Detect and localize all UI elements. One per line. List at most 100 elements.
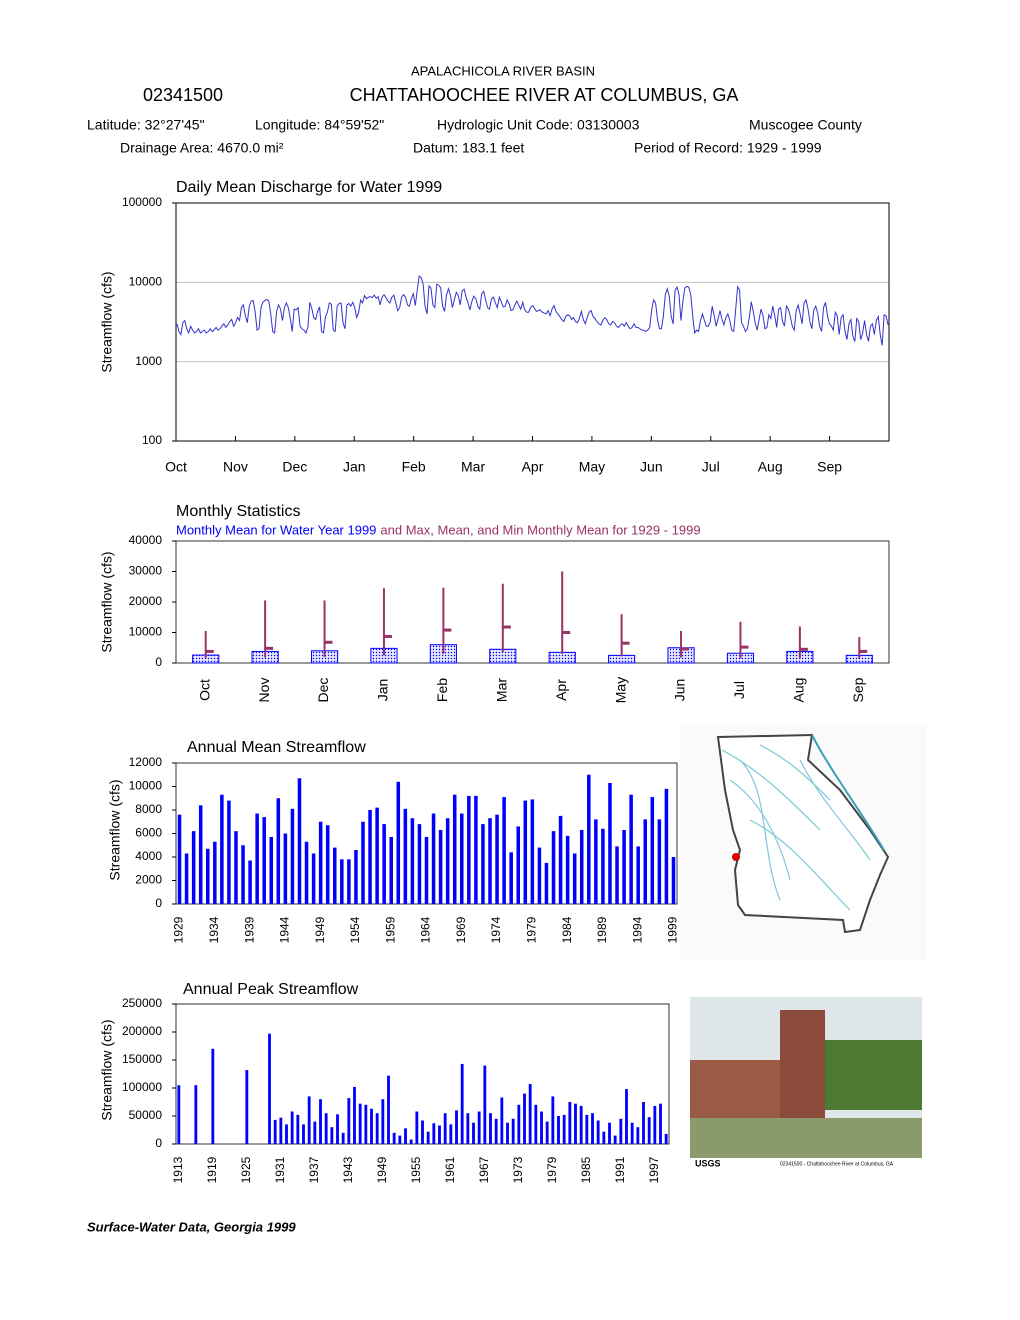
- bar: [213, 841, 217, 904]
- bar: [636, 846, 640, 904]
- bar: [417, 824, 422, 904]
- bar: [353, 1086, 356, 1144]
- x-tick-label: 1943: [341, 1156, 355, 1183]
- bar: [488, 818, 492, 904]
- bar: [565, 835, 570, 904]
- bar: [537, 847, 542, 904]
- x-tick-label: Feb: [402, 459, 426, 475]
- bar: [184, 853, 189, 904]
- bar: [636, 1127, 640, 1144]
- x-tick-label: 1994: [630, 916, 644, 943]
- bar: [629, 794, 633, 904]
- y-axis-label: Streamflow (cfs): [107, 779, 123, 880]
- bar: [426, 1131, 430, 1144]
- bar: [608, 654, 636, 664]
- bar: [333, 847, 337, 904]
- bar: [389, 837, 393, 904]
- y-axis-label: Streamflow (cfs): [99, 1019, 115, 1120]
- station-photo: USGS 02341500 - Chattahoochee River at C…: [690, 997, 922, 1168]
- x-tick-label: 1944: [278, 916, 292, 943]
- bar: [653, 1105, 657, 1144]
- bar: [511, 1118, 515, 1144]
- bar: [517, 1104, 521, 1144]
- x-tick-label: 1937: [307, 1156, 321, 1183]
- bar: [551, 1096, 555, 1144]
- datum: Datum: 183.1 feet: [413, 140, 524, 156]
- bar: [245, 1070, 249, 1144]
- y-tick-label: 0: [155, 896, 162, 910]
- bar: [608, 1122, 611, 1144]
- bar: [472, 1122, 475, 1144]
- bar: [354, 849, 358, 904]
- bar: [325, 825, 330, 904]
- bar: [375, 1113, 379, 1144]
- bar: [415, 1111, 419, 1144]
- x-tick-label: 1967: [477, 1156, 491, 1183]
- bar: [460, 1063, 464, 1144]
- bar: [643, 819, 648, 904]
- bar: [273, 1119, 277, 1144]
- huc: Hydrologic Unit Code: 03130003: [437, 117, 640, 133]
- y-tick-label: 8000: [135, 802, 162, 816]
- bar: [340, 859, 344, 904]
- station-id: 02341500: [143, 85, 223, 105]
- bar: [477, 1111, 481, 1144]
- x-tick-label: 1964: [419, 916, 433, 943]
- bar: [516, 826, 520, 904]
- x-tick-label: 1997: [647, 1156, 661, 1183]
- x-tick-label: Jan: [375, 679, 391, 702]
- bar: [341, 1132, 345, 1144]
- bar: [551, 831, 556, 904]
- x-tick-label: Dec: [282, 459, 307, 475]
- bar: [330, 1127, 334, 1144]
- bar: [296, 1114, 300, 1144]
- y-tick-label: 0: [155, 1136, 162, 1150]
- x-tick-label: Oct: [196, 679, 212, 701]
- bar: [431, 813, 436, 904]
- y-tick-label: 6000: [135, 826, 162, 840]
- x-tick-label: Mar: [461, 459, 485, 475]
- x-tick-label: Mar: [493, 678, 509, 702]
- bar: [602, 1131, 606, 1144]
- bar: [460, 813, 464, 904]
- bar: [650, 797, 655, 904]
- bar: [664, 788, 669, 904]
- bar: [347, 859, 351, 904]
- y-tick-label: 20000: [129, 594, 163, 608]
- bar: [502, 797, 506, 904]
- bar: [562, 1114, 566, 1144]
- photo-logo: USGS: [695, 1158, 721, 1168]
- y-tick-label: 2000: [135, 873, 162, 887]
- bar: [285, 1124, 288, 1144]
- bar: [642, 1102, 645, 1144]
- data-line: [176, 275, 889, 346]
- chart-title: Annual Mean Streamflow: [187, 739, 366, 756]
- x-tick-label: 1919: [205, 1156, 219, 1183]
- x-tick-label: Oct: [165, 459, 187, 475]
- bar: [500, 1097, 504, 1144]
- x-tick-label: 1979: [525, 916, 539, 943]
- y-tick-label: 10000: [129, 779, 163, 793]
- bar: [364, 1104, 368, 1144]
- bar: [671, 857, 676, 904]
- bar: [290, 808, 295, 904]
- bar: [404, 1128, 407, 1144]
- x-tick-label: 1961: [443, 1156, 457, 1183]
- bar: [255, 813, 259, 904]
- bar: [211, 1048, 215, 1144]
- y-tick-label: 250000: [122, 996, 162, 1010]
- county: Muscogee County: [749, 117, 862, 133]
- chart-title: Monthly Statistics: [176, 503, 300, 520]
- bar: [392, 1132, 396, 1144]
- bar: [421, 1120, 424, 1144]
- bar: [601, 828, 605, 904]
- x-tick-label: 1931: [273, 1156, 287, 1183]
- y-tick-label: 30000: [129, 564, 163, 578]
- bar: [347, 1098, 351, 1144]
- x-tick-label: Apr: [553, 679, 569, 701]
- x-tick-label: Jan: [343, 459, 366, 475]
- bar: [382, 824, 386, 904]
- bar: [269, 837, 274, 904]
- x-tick-label: Aug: [758, 459, 783, 475]
- bar: [557, 1116, 560, 1144]
